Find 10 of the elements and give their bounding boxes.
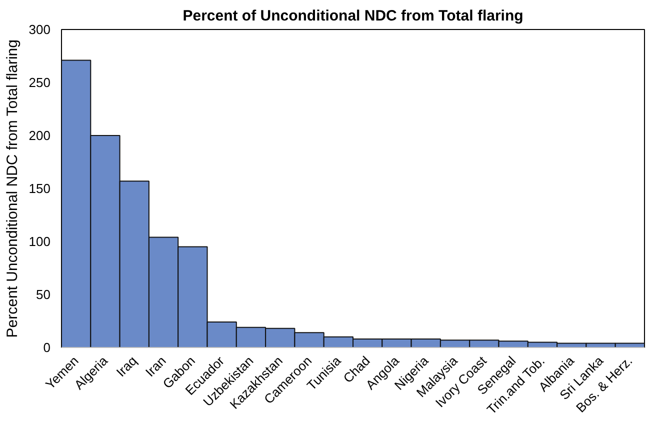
x-tick-label: Iraq	[113, 353, 140, 380]
y-axis-title: Percent Unconditional NDC from Total flaring	[4, 40, 21, 338]
y-tick-label: 150	[28, 181, 51, 196]
chart-title: Percent of Unconditional NDC from Total flaring	[182, 8, 524, 24]
y-tick-label: 0	[43, 340, 51, 355]
y-tick-label: 300	[28, 22, 51, 37]
y-tick-label: 50	[36, 287, 51, 302]
y-tick-label: 100	[28, 234, 51, 249]
y-tick-label: 250	[28, 75, 51, 90]
y-tick-label: 200	[28, 128, 51, 143]
